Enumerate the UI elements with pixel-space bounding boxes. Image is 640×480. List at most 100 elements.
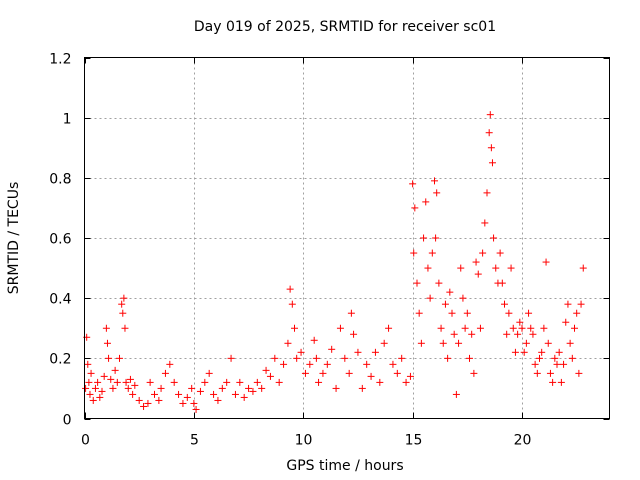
data-point: [406, 372, 414, 380]
data-point: [452, 390, 460, 398]
x-tick-label: 20: [514, 433, 532, 449]
data-point: [210, 390, 218, 398]
data-point: [385, 324, 393, 332]
data-point: [214, 396, 222, 404]
data-point: [527, 324, 535, 332]
data-point: [91, 384, 99, 392]
x-axis-label: GPS time / hours: [286, 458, 403, 474]
data-point: [140, 402, 148, 410]
y-tick-label: 0: [63, 413, 72, 429]
data-point: [549, 378, 557, 386]
data-point: [560, 360, 568, 368]
data-point: [227, 354, 235, 362]
data-point: [538, 348, 546, 356]
data-point: [470, 369, 478, 377]
data-point: [485, 129, 493, 137]
data-point: [389, 360, 397, 368]
data-point: [175, 390, 183, 398]
data-point: [553, 360, 561, 368]
data-point: [571, 324, 578, 332]
data-point: [461, 324, 469, 332]
data-point: [98, 387, 106, 395]
data-point: [522, 339, 530, 347]
x-tick-labels: 0 5 10 15 20: [81, 433, 531, 449]
data-point: [398, 354, 406, 362]
data-point: [424, 264, 432, 272]
data-point: [126, 375, 134, 383]
data-point: [157, 384, 165, 392]
data-point: [87, 369, 95, 377]
data-point: [94, 378, 102, 386]
data-point: [466, 354, 473, 362]
data-point: [426, 294, 434, 302]
data-point: [266, 372, 274, 380]
data-point: [291, 324, 298, 332]
data-point: [507, 264, 515, 272]
data-point: [409, 180, 417, 188]
data-point: [555, 348, 563, 356]
data-point: [161, 369, 169, 377]
data-point: [533, 369, 541, 377]
data-point: [417, 339, 425, 347]
data-point: [496, 249, 504, 257]
data-point: [105, 354, 113, 362]
data-point: [319, 369, 327, 377]
data-point: [483, 189, 491, 197]
data-point: [566, 339, 574, 347]
data-point: [183, 393, 191, 401]
data-point: [231, 390, 239, 398]
data-points: [82, 111, 587, 413]
data-point: [459, 294, 467, 302]
data-point: [116, 354, 123, 362]
data-point: [85, 378, 93, 386]
data-point: [457, 264, 465, 272]
data-point: [192, 405, 200, 413]
data-point: [455, 339, 463, 347]
data-point: [275, 378, 283, 386]
data-point: [450, 330, 458, 338]
data-point: [428, 249, 436, 257]
data-point: [516, 318, 524, 326]
data-point: [205, 369, 213, 377]
data-point: [144, 399, 152, 407]
data-point: [542, 258, 550, 266]
data-point: [536, 354, 543, 362]
data-point: [503, 330, 511, 338]
data-point: [367, 372, 375, 380]
data-point: [476, 324, 484, 332]
data-point: [439, 339, 447, 347]
y-axis-label: SRMTID / TECUs: [6, 182, 22, 295]
data-point: [223, 378, 231, 386]
data-point: [345, 369, 353, 377]
data-point: [236, 378, 244, 386]
data-point: [437, 324, 445, 332]
y-tick-labels: 0 0.2 0.4 0.6 0.8 1 1.2: [49, 52, 71, 429]
data-point: [562, 318, 570, 326]
data-point: [96, 393, 104, 401]
data-point: [341, 354, 349, 362]
x-tick-label: 10: [295, 433, 313, 449]
data-point: [358, 384, 366, 392]
data-point: [444, 354, 452, 362]
data-point: [109, 384, 117, 392]
data-point: [573, 309, 581, 317]
y-tick-label: 0.4: [49, 292, 71, 308]
data-point: [89, 396, 97, 404]
data-point: [103, 339, 111, 347]
data-point: [511, 348, 519, 356]
data-point: [492, 264, 500, 272]
data-point: [520, 348, 528, 356]
y-tick-label: 1.2: [49, 52, 71, 68]
data-point: [490, 234, 498, 242]
data-point: [301, 369, 309, 377]
data-point: [363, 360, 371, 368]
data-point: [505, 309, 513, 317]
data-point: [514, 330, 522, 338]
data-point: [146, 378, 154, 386]
data-point: [575, 369, 583, 377]
data-point: [102, 324, 110, 332]
data-point: [551, 354, 559, 362]
data-point: [328, 345, 336, 353]
data-point: [474, 270, 482, 278]
plot-frame: [84, 57, 610, 419]
